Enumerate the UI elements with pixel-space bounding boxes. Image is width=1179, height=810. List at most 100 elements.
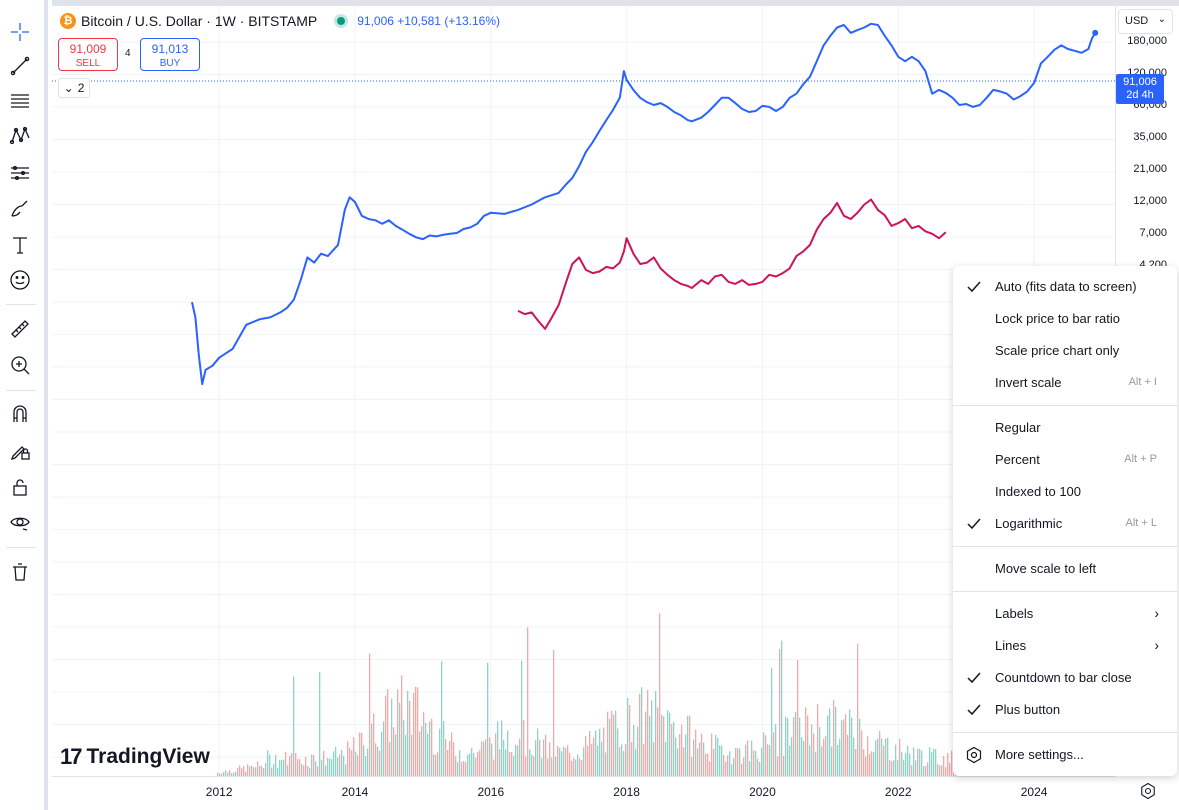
- fib-retracement-icon[interactable]: [4, 85, 36, 117]
- lock-icon[interactable]: [4, 471, 36, 503]
- time-scale[interactable]: 2012 2014 2016 2018 2020 2022 2024: [52, 776, 1115, 810]
- volume-bar: [825, 736, 827, 776]
- volume-bar: [371, 723, 373, 776]
- pattern-icon[interactable]: [4, 120, 36, 152]
- volume-bar: [551, 757, 553, 776]
- volume-bar: [329, 758, 331, 776]
- price-tick-label: 12,000: [1133, 195, 1167, 207]
- chart-canvas[interactable]: [52, 6, 1115, 776]
- magnet-icon[interactable]: [4, 398, 36, 430]
- volume-bar: [415, 687, 417, 776]
- eye-icon[interactable]: [4, 506, 36, 538]
- volume-bar: [589, 731, 591, 776]
- volume-bar: [567, 745, 569, 776]
- brush-icon[interactable]: [4, 193, 36, 225]
- menu-item-more-settings[interactable]: More settings...: [953, 739, 1177, 771]
- crosshair-icon[interactable]: [4, 16, 36, 48]
- volume-bar: [571, 760, 573, 776]
- volume-bar: [399, 702, 401, 776]
- bar-countdown: 2d 4h: [1126, 89, 1154, 101]
- volume-bar: [509, 752, 511, 776]
- chart-pane[interactable]: [52, 6, 1115, 776]
- price-change: 91,006 +10,581 (+13.16%): [357, 14, 501, 28]
- trend-line-icon[interactable]: [4, 50, 36, 82]
- menu-item-regular[interactable]: Regular: [953, 412, 1177, 444]
- volume-bar: [773, 732, 775, 776]
- volume-bar: [653, 742, 655, 776]
- menu-item-invert-scale[interactable]: Invert scale Alt + I: [953, 367, 1177, 399]
- volume-bar: [831, 746, 833, 776]
- volume-bar: [737, 748, 739, 776]
- volume-bar: [675, 737, 677, 776]
- volume-bar: [223, 772, 225, 776]
- forecast-icon[interactable]: [4, 157, 36, 189]
- menu-item-logarithmic[interactable]: Logarithmic Alt + L: [953, 508, 1177, 540]
- volume-bar: [713, 748, 715, 776]
- menu-item-countdown[interactable]: Countdown to bar close: [953, 662, 1177, 694]
- volume-bar: [573, 757, 575, 776]
- menu-item-lock-ratio[interactable]: Lock price to bar ratio: [953, 303, 1177, 335]
- trash-icon[interactable]: [4, 556, 36, 588]
- tradingview-logo-text: TradingView: [86, 745, 210, 768]
- menu-item-percent[interactable]: Percent Alt + P: [953, 444, 1177, 476]
- menu-item-indexed[interactable]: Indexed to 100: [953, 476, 1177, 508]
- volume-bar: [797, 660, 799, 776]
- volume-bar: [719, 745, 721, 776]
- time-tick-label: 2020: [749, 785, 776, 799]
- zoom-in-icon[interactable]: [4, 349, 36, 381]
- text-icon[interactable]: [4, 229, 36, 261]
- lock-drawing-icon[interactable]: [4, 435, 36, 467]
- volume-bar: [557, 745, 559, 776]
- currency-select[interactable]: USD ⌄: [1118, 9, 1173, 34]
- volume-bar: [731, 764, 733, 776]
- volume-bar: [243, 766, 245, 776]
- menu-item-labels[interactable]: Labels ›: [953, 598, 1177, 630]
- volume-bar: [859, 718, 861, 776]
- volume-bar: [613, 714, 615, 776]
- volume-bar: [687, 715, 689, 776]
- volume-bar: [893, 759, 895, 776]
- buy-price: 91,013: [151, 42, 189, 56]
- volume-bar: [241, 768, 243, 776]
- volume-bar: [469, 753, 471, 776]
- volume-bar: [501, 720, 503, 776]
- menu-item-label: Percent: [995, 452, 1040, 467]
- menu-item-scale-price-only[interactable]: Scale price chart only: [953, 335, 1177, 367]
- symbol-title[interactable]: Bitcoin / U.S. Dollar · 1W · BITSTAMP: [81, 13, 318, 29]
- sell-button[interactable]: 91,009 SELL: [58, 38, 118, 71]
- volume-bar: [287, 765, 289, 776]
- volume-bar: [361, 732, 363, 776]
- compare-series-line[interactable]: [517, 198, 947, 330]
- volume-bar: [261, 765, 263, 776]
- volume-bar: [789, 745, 791, 776]
- emoji-icon[interactable]: [4, 264, 36, 296]
- tradingview-logo[interactable]: 17 TradingView: [60, 744, 210, 770]
- volume-bar: [445, 739, 447, 776]
- volume-bar: [269, 754, 271, 776]
- menu-item-plus-button[interactable]: Plus button: [953, 694, 1177, 726]
- volume-bar: [621, 744, 623, 776]
- buy-button[interactable]: 91,013 BUY: [140, 38, 200, 71]
- gear-icon[interactable]: [1138, 781, 1158, 801]
- btc-usd-series-line[interactable]: [191, 22, 1097, 386]
- volume-bar: [845, 714, 847, 776]
- volume-bar: [761, 747, 763, 776]
- volume-bar: [247, 764, 249, 776]
- checkmark-icon: [967, 704, 981, 716]
- volume-bar: [413, 692, 415, 776]
- volume-bar: [631, 742, 633, 776]
- volume-bar: [947, 753, 949, 776]
- volume-bar: [629, 704, 631, 776]
- indicators-toggle-button[interactable]: ⌄ 2: [58, 78, 90, 98]
- symbol-legend[interactable]: ₿ Bitcoin / U.S. Dollar · 1W · BITSTAMP …: [60, 11, 500, 31]
- volume-bar: [835, 706, 837, 776]
- volume-bar: [707, 753, 709, 776]
- price-tick-label: 21,000: [1133, 163, 1167, 175]
- volume-bar: [477, 751, 479, 776]
- menu-item-lines[interactable]: Lines ›: [953, 630, 1177, 662]
- volume-bar: [235, 771, 237, 776]
- menu-item-move-scale-left[interactable]: Move scale to left: [953, 553, 1177, 585]
- volume-bar: [561, 751, 563, 776]
- menu-item-auto[interactable]: Auto (fits data to screen): [953, 271, 1177, 303]
- ruler-icon[interactable]: [4, 313, 36, 345]
